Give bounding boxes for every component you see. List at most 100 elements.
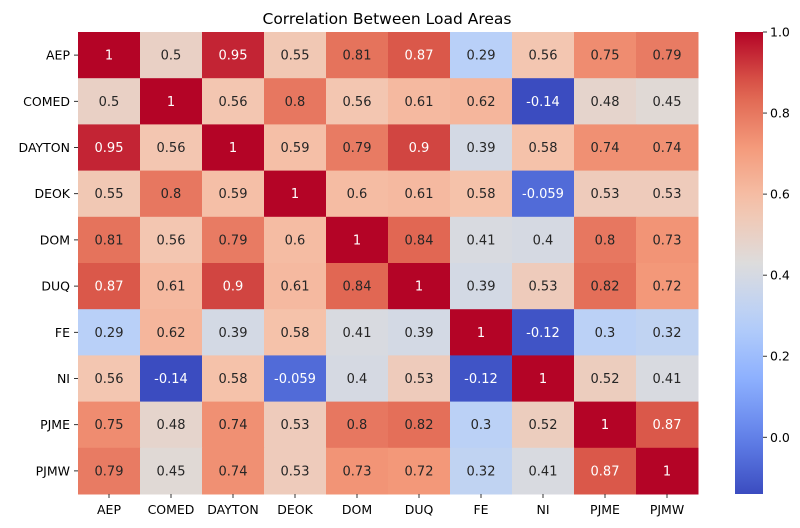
y-tick-label-fe: FE xyxy=(55,325,70,340)
colorbar-tick-label: 0.6 xyxy=(770,187,790,202)
cell-value-label: 0.48 xyxy=(591,95,620,110)
heatmap-cell-aep-pjmw xyxy=(636,32,699,79)
heatmap-cell-deok-dom xyxy=(326,170,389,218)
x-tick-label-ni: NI xyxy=(536,502,549,517)
cell-value-label: 0.6 xyxy=(285,233,306,248)
heatmap-cell-ni-dayton xyxy=(202,355,265,403)
cell-value-label: 0.58 xyxy=(467,187,496,202)
cell-value-label: 0.5 xyxy=(99,95,120,110)
cell-value-label: 0.56 xyxy=(529,49,558,64)
cell-value-label: 0.84 xyxy=(405,233,434,248)
heatmap-cell-dayton-aep xyxy=(78,124,141,172)
cell-value-label: 0.61 xyxy=(157,280,186,295)
heatmap-cell-pjmw-pjmw xyxy=(636,447,699,495)
heatmap-cell-ni-aep xyxy=(78,355,141,403)
cell-value-label: 0.53 xyxy=(405,372,434,387)
heatmap-cell-pjme-comed xyxy=(140,401,203,449)
heatmap-cell-pjmw-dayton xyxy=(202,447,265,495)
heatmap-cell-deok-comed xyxy=(140,170,203,218)
heatmap-cell-comed-dom xyxy=(326,78,389,125)
cell-value-label: 0.55 xyxy=(95,187,124,202)
heatmap-cell-ni-duq xyxy=(388,355,451,403)
heatmap-cell-deok-ni xyxy=(512,170,575,218)
cell-value-label: -0.14 xyxy=(526,95,560,110)
cell-value-label: 0.72 xyxy=(405,464,434,479)
cell-value-label: 0.53 xyxy=(591,187,620,202)
cell-value-label: 0.75 xyxy=(95,418,124,433)
cell-value-label: 0.61 xyxy=(281,280,310,295)
heatmap-cell-aep-fe xyxy=(450,32,513,79)
heatmap-cell-duq-ni xyxy=(512,263,575,310)
heatmap-cell-dayton-dom xyxy=(326,124,389,172)
heatmap-cell-pjmw-pjme xyxy=(574,447,637,495)
cell-value-label: 0.32 xyxy=(653,326,682,341)
heatmap-cell-aep-duq xyxy=(388,32,451,79)
heatmap-cell-duq-comed xyxy=(140,263,203,310)
cell-value-label: 0.6 xyxy=(347,187,368,202)
cell-value-label: 0.4 xyxy=(347,372,368,387)
cell-value-label: 1 xyxy=(291,187,299,202)
cell-value-label: 0.84 xyxy=(343,280,372,295)
cell-value-label: 0.79 xyxy=(95,464,124,479)
cell-value-label: 0.58 xyxy=(219,372,248,387)
cell-value-label: 0.72 xyxy=(653,280,682,295)
cell-value-label: 0.8 xyxy=(285,95,306,110)
heatmap-cell-dom-pjme xyxy=(574,216,637,264)
colorbar-gradient xyxy=(735,32,763,494)
heatmap-cell-aep-dom xyxy=(326,32,389,79)
cell-value-label: 0.4 xyxy=(533,233,554,248)
heatmap-cell-ni-deok xyxy=(264,355,327,403)
y-tick-label-dayton: DAYTON xyxy=(19,140,70,155)
heatmap-cell-deok-dayton xyxy=(202,170,265,218)
heatmap-cell-fe-pjmw xyxy=(636,309,699,356)
colorbar-tick-label: 0.0 xyxy=(770,430,790,445)
y-tick-label-aep: AEP xyxy=(46,48,70,63)
heatmap-cell-aep-dayton xyxy=(202,32,265,79)
cell-value-label: 0.5 xyxy=(161,49,182,64)
heatmap-cell-dom-ni xyxy=(512,216,575,264)
cell-value-label: 0.74 xyxy=(653,141,682,156)
cell-value-label: -0.14 xyxy=(154,372,188,387)
cell-value-label: 0.59 xyxy=(281,141,310,156)
x-tick-label-dayton: DAYTON xyxy=(207,502,258,517)
cell-value-label: 0.59 xyxy=(219,187,248,202)
cell-value-label: 0.8 xyxy=(161,187,182,202)
heatmap-cell-comed-duq xyxy=(388,78,451,125)
heatmap-cell-comed-fe xyxy=(450,78,513,125)
cell-value-label: 0.87 xyxy=(95,280,124,295)
cell-value-label: 0.39 xyxy=(467,141,496,156)
heatmap-cell-dayton-fe xyxy=(450,124,513,172)
heatmap-cell-pjmw-fe xyxy=(450,447,513,495)
heatmap-cell-fe-dom xyxy=(326,309,389,356)
cell-value-label: 0.29 xyxy=(467,49,496,64)
x-tick-label-aep: AEP xyxy=(97,502,121,517)
heatmap-cell-comed-ni xyxy=(512,78,575,125)
cell-value-label: 0.45 xyxy=(653,95,682,110)
cell-value-label: 0.81 xyxy=(95,233,124,248)
cell-value-label: 0.9 xyxy=(409,141,430,156)
x-tick-label-pjmw: PJMW xyxy=(650,502,684,517)
heatmap-cell-pjme-pjme xyxy=(574,401,637,449)
heatmap-cell-deok-pjmw xyxy=(636,170,699,218)
heatmap-cell-deok-deok xyxy=(264,170,327,218)
heatmap-cell-duq-duq xyxy=(388,263,451,310)
cell-value-label: 0.87 xyxy=(591,464,620,479)
heatmap-cell-aep-aep xyxy=(78,32,141,79)
heatmap-cell-deok-pjme xyxy=(574,170,637,218)
chart-title: Correlation Between Load Areas xyxy=(263,10,512,28)
heatmap-cell-pjmw-comed xyxy=(140,447,203,495)
cell-value-label: 0.3 xyxy=(595,326,616,341)
x-tick-label-pjme: PJME xyxy=(590,502,620,517)
heatmap-cell-fe-duq xyxy=(388,309,451,356)
heatmap-cell-dayton-pjmw xyxy=(636,124,699,172)
y-axis: AEP COMED DAYTON DEOK DOM DUQ FE NI PJME PJMW xyxy=(19,48,78,478)
y-tick-label-duq: DUQ xyxy=(41,279,70,294)
cell-value-label: 0.74 xyxy=(591,141,620,156)
heatmap-cell-ni-dom xyxy=(326,355,389,403)
heatmap-cell-pjme-deok xyxy=(264,401,327,449)
heatmap-cell-fe-ni xyxy=(512,309,575,356)
heatmap-cell-aep-deok xyxy=(264,32,327,79)
cell-value-label: 0.45 xyxy=(157,464,186,479)
colorbar-tick-label: 0.8 xyxy=(770,106,790,121)
x-tick-label-fe: FE xyxy=(473,502,488,517)
